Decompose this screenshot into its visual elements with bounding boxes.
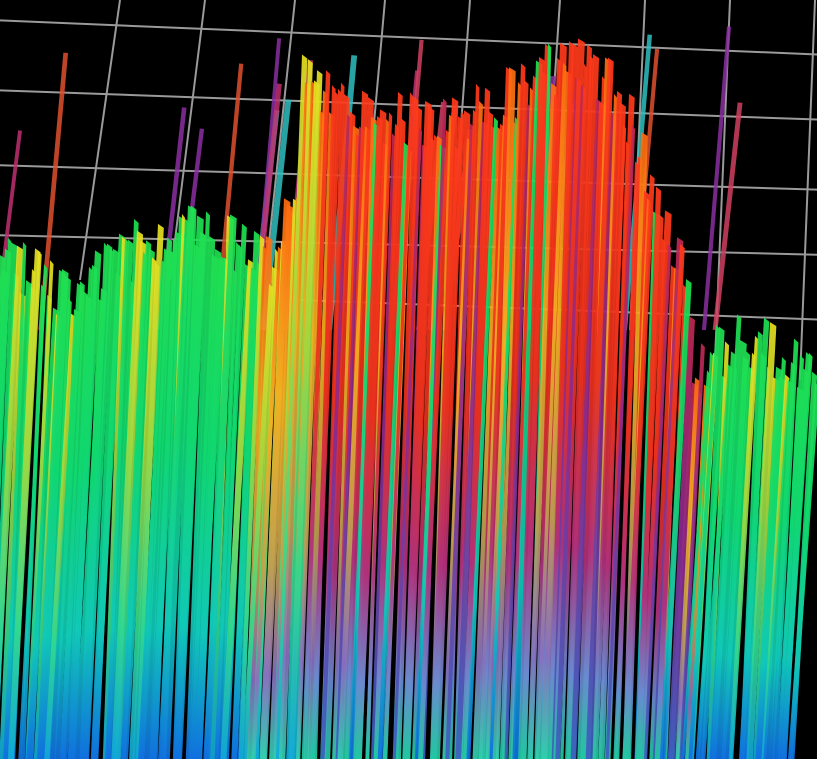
page: (() => { const NS = 'http://www.w3.org/2… xyxy=(0,0,817,759)
surface-plot xyxy=(0,0,817,759)
